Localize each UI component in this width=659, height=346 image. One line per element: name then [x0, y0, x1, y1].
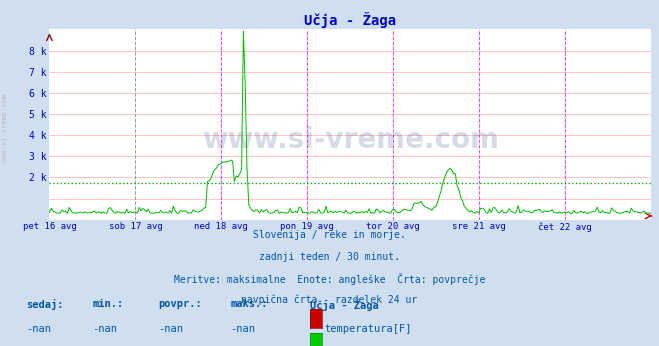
Text: temperatura[F]: temperatura[F]: [324, 324, 412, 334]
Text: povpr.:: povpr.:: [158, 299, 202, 309]
Text: maks.:: maks.:: [231, 299, 268, 309]
Text: -nan: -nan: [158, 324, 183, 334]
Text: www.si-vreme.com: www.si-vreme.com: [2, 94, 9, 162]
Text: -nan: -nan: [26, 324, 51, 334]
Text: min.:: min.:: [92, 299, 123, 309]
Text: -nan: -nan: [92, 324, 117, 334]
Text: Meritve: maksimalne  Enote: angleške  Črta: povprečje: Meritve: maksimalne Enote: angleške Črta…: [174, 273, 485, 285]
Text: -nan: -nan: [231, 324, 256, 334]
Text: Slovenija / reke in morje.: Slovenija / reke in morje.: [253, 230, 406, 240]
Text: navpična črta - razdelek 24 ur: navpična črta - razdelek 24 ur: [241, 294, 418, 305]
Text: sedaj:: sedaj:: [26, 299, 64, 310]
Title: Učja - Žaga: Učja - Žaga: [304, 12, 396, 28]
Text: Učja - Žaga: Učja - Žaga: [310, 299, 378, 311]
Text: zadnji teden / 30 minut.: zadnji teden / 30 minut.: [259, 252, 400, 262]
Text: www.si-vreme.com: www.si-vreme.com: [202, 126, 499, 154]
